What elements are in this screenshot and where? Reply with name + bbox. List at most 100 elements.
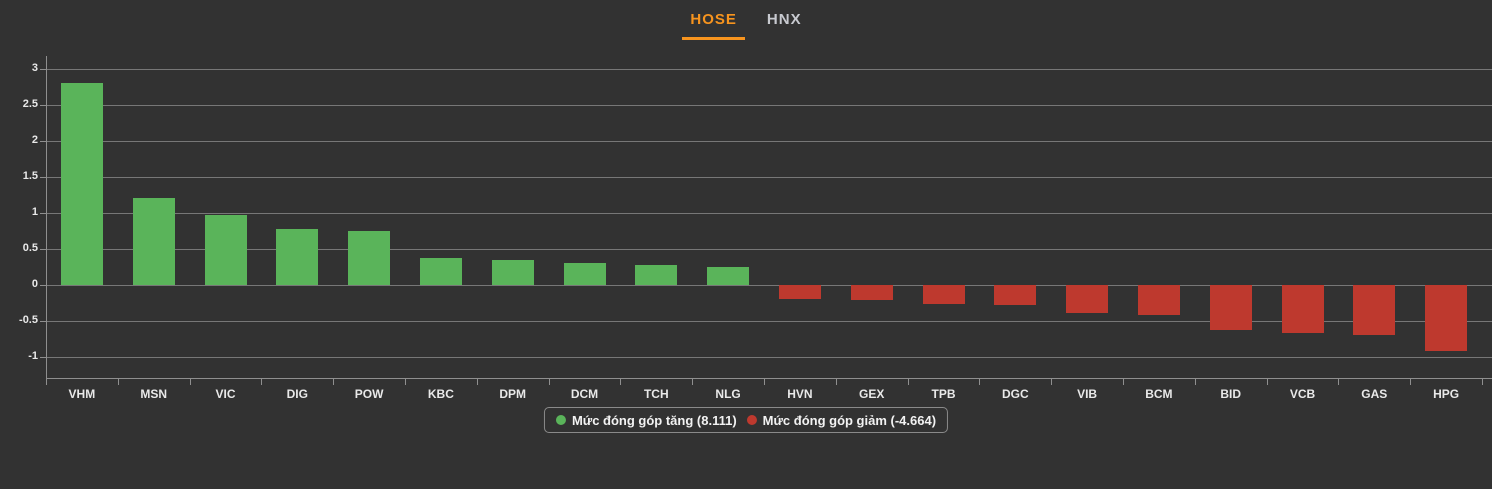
- legend-item-increase[interactable]: Mức đóng góp tăng (8.111): [555, 412, 737, 428]
- x-axis-tick-18: [1338, 379, 1340, 385]
- y-axis-tick--0.5: [40, 321, 46, 322]
- x-axis-tick-2: [189, 379, 191, 385]
- y-axis-tick-0: [40, 285, 46, 286]
- bar-TCH[interactable]: [635, 264, 678, 285]
- bar-VCB[interactable]: [1281, 285, 1324, 334]
- y-axis-label-2: 2: [31, 134, 38, 146]
- x-axis-label-BID: BID: [1220, 387, 1242, 401]
- x-axis-label-GAS: GAS: [1361, 387, 1388, 401]
- gridline-0: [46, 285, 1492, 286]
- x-axis-tick-14: [1051, 379, 1053, 385]
- x-axis-label-GEX: GEX: [859, 387, 885, 401]
- y-axis-label-0.5: 0.5: [22, 242, 38, 254]
- x-axis-label-DIG: DIG: [286, 387, 308, 401]
- x-axis-tick-12: [907, 379, 909, 385]
- y-axis-tick--1: [40, 357, 46, 358]
- gridline-0.5: [46, 249, 1492, 250]
- legend-decrease-label: Mức đóng góp giảm (-4.664): [762, 412, 937, 428]
- y-axis-label-1.5: 1.5: [22, 170, 38, 182]
- bar-KBC[interactable]: [419, 258, 462, 285]
- bar-BCM[interactable]: [1137, 285, 1180, 315]
- x-axis-tick-11: [835, 379, 837, 385]
- x-axis-tick-3: [261, 379, 263, 385]
- exchange-tabbar: HOSE HNX: [0, 8, 1492, 40]
- bar-POW[interactable]: [348, 231, 391, 285]
- x-axis-tick-15: [1123, 379, 1124, 385]
- x-axis-tick-1: [117, 379, 119, 385]
- x-axis-tick-0: [46, 379, 47, 385]
- x-axis-label-MSN: MSN: [140, 387, 168, 401]
- x-axis-label-VIB: VIB: [1077, 387, 1098, 401]
- bar-DIG[interactable]: [276, 228, 319, 285]
- y-axis-label-2.5: 2.5: [22, 98, 38, 110]
- x-axis-label-KBC: KBC: [427, 387, 454, 401]
- y-axis-label--1: -1: [28, 350, 38, 362]
- x-axis-tick-20: [1482, 379, 1483, 385]
- bar-VHM[interactable]: [60, 82, 103, 285]
- x-axis-tick-17: [1266, 379, 1268, 385]
- x-axis-label-VHM: VHM: [68, 387, 96, 401]
- gridline-2.5: [46, 105, 1492, 106]
- x-axis-label-POW: POW: [354, 387, 384, 401]
- y-axis-line: [46, 56, 47, 378]
- bar-GEX[interactable]: [850, 285, 893, 301]
- x-axis-label-HVN: HVN: [787, 387, 813, 401]
- y-axis-tick-2: [40, 141, 46, 142]
- bar-DPM[interactable]: [491, 259, 534, 285]
- y-axis-label-1: 1: [31, 206, 38, 218]
- x-axis-label-DPM: DPM: [499, 387, 527, 401]
- bar-NLG[interactable]: [707, 267, 750, 285]
- gridline-2: [46, 141, 1492, 142]
- x-axis-label-BCM: BCM: [1145, 387, 1173, 401]
- x-axis-tick-4: [333, 379, 335, 385]
- y-axis-tick-0.5: [40, 249, 46, 250]
- gridline-3: [46, 69, 1492, 70]
- x-axis-label-HPG: HPG: [1433, 387, 1460, 401]
- y-axis-label--0.5: -0.5: [19, 314, 38, 326]
- x-axis-label-NLG: NLG: [715, 387, 741, 401]
- bar-HVN[interactable]: [778, 285, 821, 299]
- bar-BID[interactable]: [1209, 285, 1252, 330]
- x-axis-tick-7: [548, 379, 550, 385]
- increase-dot-icon: [555, 415, 566, 425]
- x-axis-tick-5: [405, 379, 406, 385]
- bar-VIB[interactable]: [1066, 285, 1109, 314]
- x-axis-label-VCB: VCB: [1289, 387, 1316, 401]
- bar-DGC[interactable]: [994, 285, 1037, 306]
- tab-hnx[interactable]: HNX: [766, 11, 802, 28]
- x-axis-tick-8: [620, 379, 622, 385]
- gridline--1: [46, 357, 1492, 358]
- bar-VIC[interactable]: [204, 215, 247, 285]
- legend-increase-label: Mức đóng góp tăng (8.111): [571, 412, 737, 428]
- y-axis-tick-1: [40, 213, 46, 214]
- y-axis-tick-1.5: [40, 177, 46, 178]
- x-axis-tick-19: [1410, 379, 1412, 385]
- y-axis-tick-2.5: [40, 105, 46, 106]
- y-axis-label-0: 0: [31, 278, 38, 290]
- x-axis-tick-13: [979, 379, 981, 385]
- x-axis-label-TCH: TCH: [643, 387, 669, 401]
- x-axis-label-DGC: DGC: [1001, 387, 1029, 401]
- x-axis-tick-16: [1194, 379, 1196, 385]
- decrease-dot-icon: [746, 415, 757, 425]
- chart-legend: Mức đóng góp tăng (8.111) Mức đóng góp g…: [543, 407, 949, 433]
- gridline-1.5: [46, 177, 1492, 178]
- bar-GAS[interactable]: [1353, 285, 1396, 336]
- x-axis-tick-9: [692, 379, 694, 385]
- bar-MSN[interactable]: [132, 197, 175, 285]
- x-axis-label-DCM: DCM: [570, 387, 599, 401]
- tab-hose[interactable]: HOSE: [682, 8, 745, 40]
- bar-HPG[interactable]: [1425, 285, 1468, 352]
- bar-DCM[interactable]: [563, 262, 606, 285]
- gridline--0.5: [46, 321, 1492, 322]
- x-axis-label-TPB: TPB: [931, 387, 956, 401]
- x-axis-label-VIC: VIC: [215, 387, 236, 401]
- legend-item-decrease[interactable]: Mức đóng góp giảm (-4.664): [746, 412, 937, 428]
- x-axis-tick-10: [764, 379, 765, 385]
- gridline-1: [46, 213, 1492, 214]
- x-axis-line: [46, 378, 1492, 379]
- bar-TPB[interactable]: [922, 285, 965, 304]
- x-axis-tick-6: [476, 379, 478, 385]
- y-axis-label-3: 3: [31, 62, 38, 74]
